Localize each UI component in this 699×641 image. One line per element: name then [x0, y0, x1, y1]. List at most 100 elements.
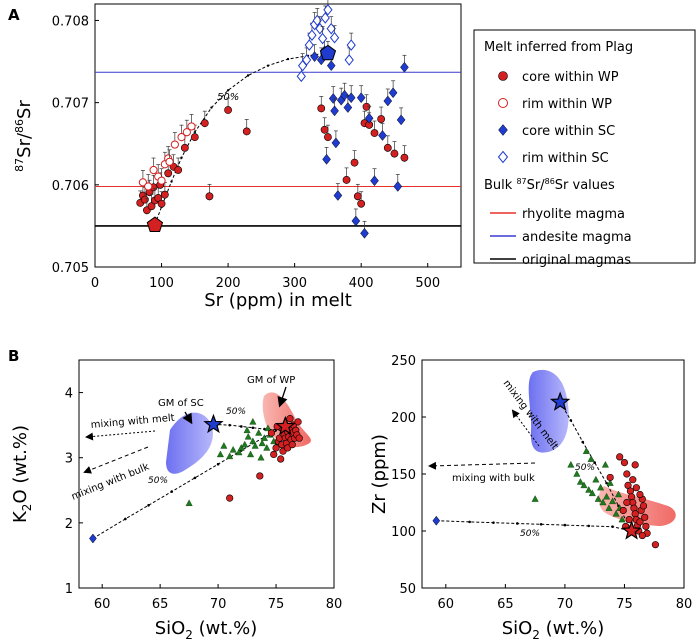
- point-core-within-SC: [330, 105, 339, 117]
- point-core-within-WP: [362, 102, 371, 111]
- legend-line-label: andesite magma: [522, 230, 632, 245]
- point-core-within-SC: [333, 190, 343, 201]
- chartBR-mixing-tick: [569, 419, 573, 422]
- chartBR-point-triangles: [592, 475, 600, 483]
- chart-br-ylabel: Zr (ppm): [369, 434, 390, 514]
- chartBR-point-circles: [629, 476, 637, 484]
- chartBL-point-circles: [270, 450, 278, 459]
- mixing-curve: [154, 52, 325, 225]
- chartBL-point-circles: [256, 472, 264, 480]
- point-rim-within-WP: [177, 133, 186, 142]
- chartBR-ytick-label: 50: [399, 582, 416, 597]
- legend-label: core within WP: [522, 70, 619, 85]
- chartBR-point-triangles: [609, 497, 617, 505]
- chartBL-mixing-with-bulk-line: [92, 425, 286, 539]
- arrow-mixing-bulk-right: [428, 461, 536, 470]
- point-core-within-SC: [322, 153, 331, 165]
- chart-bl-ylabel: K2O (wt.%): [10, 425, 34, 523]
- chart-a-xtick-label: 400: [349, 276, 374, 291]
- chartBR-point-triangles: [582, 447, 590, 454]
- chartBL-mixing-tick: [147, 503, 150, 507]
- chartBL-point-triangles: [216, 450, 224, 458]
- annot-50-bulk-right: 50%: [520, 529, 540, 539]
- chartBR-point-circles: [636, 490, 644, 499]
- point-rim-within-SC: [320, 12, 330, 24]
- legend-marker-rim-within-SC: [497, 150, 509, 164]
- svg-text:K2O (wt.%): K2O (wt.%): [10, 425, 34, 523]
- chartBL-mixing-tick: [124, 517, 127, 521]
- chartBL-point-circles: [294, 418, 302, 426]
- chartBL-point-triangles: [226, 452, 234, 460]
- chart-a-legend: Melt inferred from Plag core within WP ri…: [473, 29, 696, 268]
- chartBR-mixing-with-bulk-line: [436, 520, 632, 532]
- point-rim-within-WP: [149, 165, 158, 175]
- chartBR-point-triangles: [580, 481, 588, 489]
- chartBL-point-triangles: [260, 434, 268, 441]
- chartBR-point-circles: [620, 459, 629, 467]
- chartBR-point-circles: [636, 518, 644, 526]
- point-core-within-WP: [383, 143, 392, 152]
- point-rim-within-SC: [323, 3, 333, 16]
- chartBL-point-triangles: [235, 448, 243, 456]
- chartBR-point-circles: [616, 453, 624, 461]
- point-rim-within-SC: [317, 32, 328, 45]
- chartBR-mixing-tick: [605, 481, 608, 485]
- chartBR-ytick-label: 150: [391, 468, 416, 483]
- point-rim-within-SC: [301, 54, 312, 66]
- chartBL-point-circles: [295, 434, 303, 442]
- gm-sc-field-right: [528, 369, 569, 453]
- chartBL-point-andesite-end-member: [89, 533, 97, 544]
- chartBR-xtick-label: 65: [497, 597, 514, 612]
- mixing-curve-tick: [266, 64, 270, 67]
- chartBR-point-triangles: [587, 455, 595, 462]
- chartBR-point-circles: [625, 515, 633, 524]
- chartBL-point-circles: [277, 455, 285, 463]
- mixing-curve-tick: [180, 156, 183, 159]
- point-core-within-WP: [377, 115, 386, 123]
- point-core-within-WP: [190, 133, 199, 142]
- chartBL-point-triangles: [251, 442, 259, 449]
- point-rim-within-SC: [307, 29, 317, 42]
- chartBR-point-triangles: [594, 495, 602, 502]
- endmember-pentagon: [146, 216, 164, 233]
- chart-a-xtick-label: 200: [216, 276, 241, 291]
- point-rim-within-SC: [344, 54, 354, 66]
- point-rim-within-WP: [157, 176, 166, 185]
- point-core-within-WP: [200, 119, 209, 128]
- point-rim-within-SC: [296, 70, 306, 83]
- point-rim-within-WP: [187, 122, 196, 131]
- chartBL-mixing-tick: [263, 427, 266, 431]
- chartBR-point-circles: [638, 531, 646, 540]
- mixing-curve-tick: [286, 57, 290, 61]
- chartBR-point-triangles: [531, 495, 539, 502]
- arrow-mixing-melt-right: [511, 409, 540, 447]
- mixing-curve-tick: [226, 89, 230, 92]
- point-core-within-WP: [353, 192, 362, 201]
- chartBL-point-triangles: [249, 417, 257, 425]
- point-rim-within-WP: [138, 178, 148, 187]
- chartBR-point-triangles: [567, 460, 575, 468]
- chartBL-point-triangles: [264, 424, 272, 432]
- chartBR-point-circles: [623, 498, 631, 507]
- chartBL-mixing-tick: [228, 423, 231, 427]
- endmember-pentagon: [319, 44, 337, 61]
- point-core-within-WP: [320, 125, 329, 134]
- chartBL-point-GM-of-WP: [275, 415, 296, 436]
- chartBR-point-circles: [632, 484, 640, 492]
- chartBR-mixing-tick: [563, 523, 567, 527]
- point-core-within-SC: [343, 102, 353, 113]
- chartBR-xtick-label: 80: [676, 597, 693, 612]
- point-core-within-WP: [242, 127, 251, 136]
- chartBR-point-triangles: [606, 479, 614, 486]
- annot-mixing-bulk-right: mixing with bulk: [452, 473, 535, 484]
- chartBR-mixing-tick: [593, 461, 596, 464]
- chartBL-point-triangles: [237, 444, 245, 451]
- point-core-within-SC: [388, 87, 398, 99]
- chartBL-point-triangles: [241, 440, 249, 448]
- chartBL-point-circles: [226, 494, 234, 502]
- mixing-curve-tick: [210, 106, 213, 109]
- chartBL-xtick-label: 65: [152, 597, 169, 612]
- chart-bl-xlabel: SiO2 (wt.%): [155, 618, 258, 641]
- chartBL-ytick-label: 2: [65, 517, 73, 532]
- chartBR-point-circles: [619, 506, 627, 515]
